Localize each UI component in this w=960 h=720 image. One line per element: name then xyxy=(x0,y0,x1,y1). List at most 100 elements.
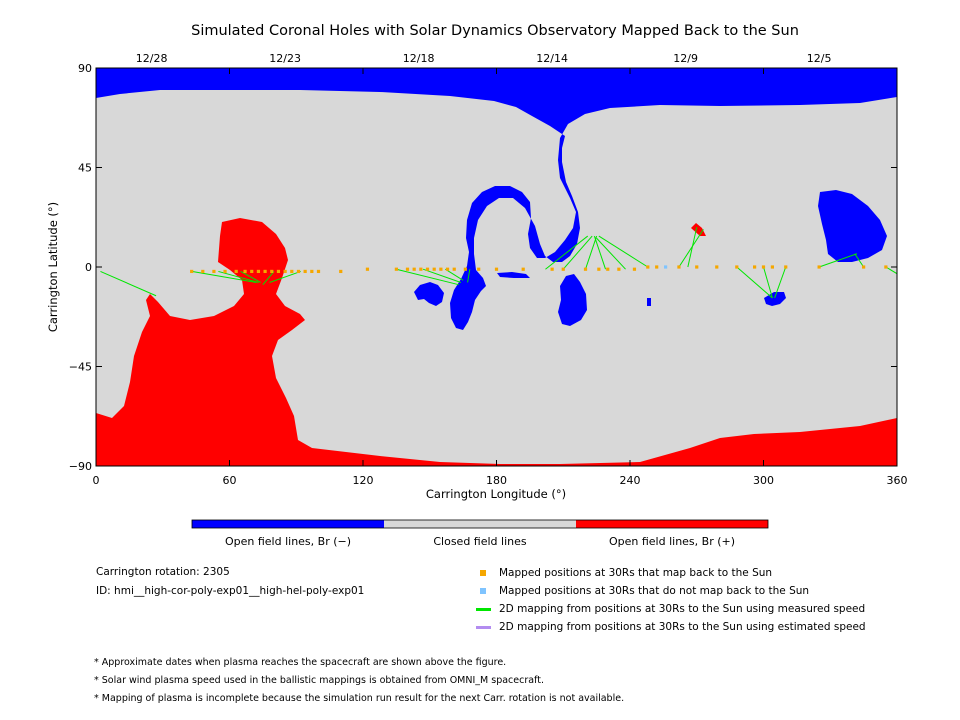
mapped-position-point xyxy=(494,267,499,271)
mapped-position-point xyxy=(432,267,436,271)
mapped-position-point xyxy=(862,265,866,269)
mapped-position-point xyxy=(753,265,757,269)
mapped-position-point xyxy=(655,265,659,269)
mapped-position-point xyxy=(817,265,821,269)
measured-speed-mapping-line xyxy=(596,237,626,270)
mapped-position-point xyxy=(243,269,247,274)
legend-label: Mapped positions at 30Rs that do not map… xyxy=(499,585,810,597)
measured-speed-mapping-line xyxy=(585,235,598,270)
carrington-rotation-text: Carrington rotation: 2305 xyxy=(96,566,230,578)
mapped-position-point xyxy=(276,269,281,274)
mapped-position-point xyxy=(419,267,423,271)
measured-speed-mapping-line xyxy=(396,268,459,286)
small-positive-spot xyxy=(691,223,706,236)
measured-speed-mapping-line xyxy=(467,269,471,283)
x-tick-label: 60 xyxy=(223,474,237,487)
mapped-position-point xyxy=(715,265,719,269)
measured-speed-mapping-line xyxy=(818,253,858,268)
mapped-position-point xyxy=(632,267,637,271)
legend-label: 2D mapping from positions at 30Rs to the… xyxy=(499,603,866,615)
mapped-position-point xyxy=(283,269,287,274)
footnote: * Solar wind plasma speed used in the ba… xyxy=(94,675,544,686)
measured-speed-mapping-line xyxy=(562,235,593,270)
legend-label: Mapped positions at 30Rs that map back t… xyxy=(499,567,773,579)
mapped-position-point xyxy=(190,269,194,274)
date-label: 12/14 xyxy=(536,52,568,65)
legend-square-marker xyxy=(480,588,486,594)
mapped-position-point xyxy=(463,267,467,271)
measured-speed-mapping-line xyxy=(218,270,259,283)
measured-speed-mapping-line xyxy=(598,235,649,268)
measured-speed-mapping-line xyxy=(262,271,275,286)
colorbar-segment xyxy=(192,520,384,528)
mapped-position-point xyxy=(290,269,294,274)
mapped-position-point xyxy=(310,269,314,274)
mapped-position-point xyxy=(394,267,398,271)
measured-speed-mapping-line xyxy=(687,227,698,268)
x-tick-label: 120 xyxy=(353,474,374,487)
measured-speed-mapping-line xyxy=(191,270,257,283)
small-negative-spot-2 xyxy=(647,298,651,306)
axes: 0 60 120 180 240 300 360 90 45 0 −45 −90 xyxy=(69,62,908,487)
y-tick-label: −90 xyxy=(69,460,92,473)
mapped-position-point xyxy=(583,267,588,271)
mapped-position-point xyxy=(561,267,565,271)
y-tick-label: 45 xyxy=(78,162,92,175)
mapped-position-point xyxy=(735,265,739,269)
small-negative-spot xyxy=(497,272,530,278)
mapped-position-point xyxy=(412,267,416,271)
legend-line-marker xyxy=(476,608,491,611)
mapped-position-point xyxy=(617,267,621,271)
measured-speed-mapping-line xyxy=(545,235,589,270)
measured-speed-mapping-line xyxy=(240,270,261,283)
equatorial-negative-hole xyxy=(414,282,444,306)
mapped-position-point xyxy=(234,269,238,274)
mapped-position-point xyxy=(477,267,481,271)
date-label: 12/28 xyxy=(136,52,168,65)
mapped-position-point xyxy=(250,269,254,274)
mapped-position-point xyxy=(425,267,430,271)
footnote: * Mapping of plasma is incomplete becaus… xyxy=(94,693,625,704)
mapped-position-point xyxy=(270,269,274,274)
mapping-lines xyxy=(100,227,898,299)
mapped-position-point xyxy=(316,269,321,274)
colorbar: Open field lines, Br (−) Closed field lin… xyxy=(191,519,769,548)
measured-speed-mapping-line xyxy=(763,266,773,299)
colorbar-frame xyxy=(191,519,769,529)
unmapped-position-point xyxy=(664,265,668,269)
measured-speed-mapping-line xyxy=(774,266,787,299)
footnote: * Approximate dates when plasma reaches … xyxy=(94,657,507,668)
y-tick-label: 90 xyxy=(78,62,92,75)
measured-speed-mapping-line xyxy=(593,235,606,270)
mapped-position-point xyxy=(695,265,699,269)
legend-line-marker xyxy=(476,626,491,629)
x-tick-label: 360 xyxy=(887,474,908,487)
mapped-points xyxy=(190,265,888,274)
measured-speed-mapping-line xyxy=(100,270,157,297)
y-tick-label: −45 xyxy=(69,361,92,374)
mapped-position-point xyxy=(365,267,370,271)
mapped-position-point xyxy=(405,267,410,271)
mapped-position-point xyxy=(761,265,766,269)
run-id-text: ID: hmi__high-cor-poly-exp01__high-hel-p… xyxy=(96,585,365,597)
colorbar-label: Open field lines, Br (−) xyxy=(225,535,351,548)
mapped-position-point xyxy=(445,267,450,271)
x-tick-label: 0 xyxy=(93,474,100,487)
colorbar-label: Closed field lines xyxy=(433,535,527,548)
mapped-position-point xyxy=(784,265,788,269)
mapped-position-point xyxy=(606,267,610,271)
date-label: 12/23 xyxy=(269,52,301,65)
measured-speed-mapping-line xyxy=(269,270,301,283)
measured-speed-mapping-line xyxy=(422,268,462,283)
mapped-position-point xyxy=(452,267,456,271)
colorbar-label: Open field lines, Br (+) xyxy=(609,535,735,548)
x-tick-label: 180 xyxy=(486,474,507,487)
x-tick-label: 300 xyxy=(753,474,774,487)
mapped-position-point xyxy=(770,265,774,269)
mapped-position-point xyxy=(597,267,601,271)
measured-speed-mapping-line xyxy=(854,253,865,268)
mapped-position-point xyxy=(339,269,343,274)
measured-speed-mapping-line xyxy=(445,268,464,281)
east-negative-hole xyxy=(818,190,887,262)
